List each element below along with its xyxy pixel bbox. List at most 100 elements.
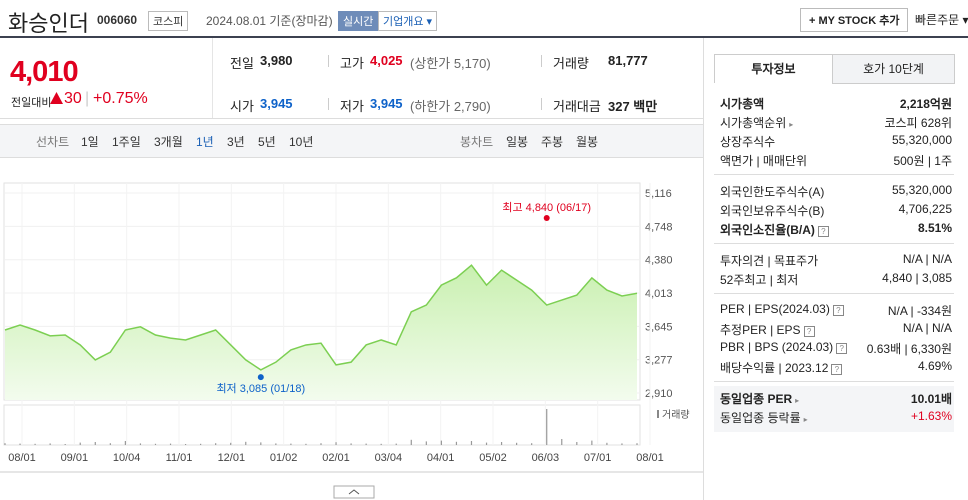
- annotation: 최저 3,085 (01/18): [216, 382, 305, 395]
- volume-bar: [94, 442, 96, 445]
- stat-value: 81,777: [608, 53, 648, 68]
- arrow-icon[interactable]: ▸: [795, 396, 800, 405]
- volume-bar: [139, 443, 142, 445]
- x-tick-label: 09/01: [61, 452, 89, 464]
- info-row: PER | EPS(2024.03)? N/A | -334원: [720, 302, 952, 321]
- y-tick-label: 5,116: [645, 188, 672, 200]
- help-icon[interactable]: ?: [836, 343, 848, 354]
- info-value: 2,218억원: [899, 97, 952, 111]
- chart-tabs: [0, 124, 703, 158]
- stat-note: (상한가 5,170): [410, 56, 491, 71]
- candle-tab[interactable]: 주봉: [541, 135, 564, 149]
- volume-bar: [154, 443, 157, 445]
- volume-bar: [561, 439, 563, 445]
- period-tab[interactable]: 3개월: [154, 135, 183, 149]
- info-label: PER | EPS(2024.03): [720, 302, 830, 316]
- divider: [212, 38, 213, 118]
- volume-bar: [485, 442, 488, 445]
- stat-label: 거래량: [553, 56, 589, 71]
- info-value: N/A | N/A: [902, 252, 952, 266]
- stat-label: 고가: [340, 56, 364, 71]
- volume-bar: [470, 441, 473, 445]
- arrow-icon[interactable]: ▸: [803, 415, 808, 424]
- annotation-dot: [257, 374, 264, 381]
- info-value: 55,320,000: [891, 133, 952, 147]
- period-tab[interactable]: 1일: [81, 135, 99, 149]
- arrow-icon[interactable]: ▸: [789, 120, 794, 129]
- volume-bar: [636, 443, 638, 445]
- help-icon[interactable]: ?: [831, 364, 843, 375]
- info-divider: [714, 243, 954, 244]
- volume-bar: [305, 443, 307, 445]
- period-tab[interactable]: 1주일: [112, 135, 141, 149]
- info-row: 외국인소진율(B/A)? 8.51%: [720, 221, 952, 240]
- volume-bar: [365, 443, 367, 445]
- help-icon[interactable]: ?: [832, 305, 844, 316]
- stat-value: 3,980: [260, 53, 293, 68]
- overview-button[interactable]: 기업개요 ▾: [378, 11, 438, 31]
- candle-tab[interactable]: 일봉: [506, 135, 529, 149]
- info-value: 4.69%: [917, 359, 952, 373]
- info-label: 외국인보유주식수(B): [720, 204, 825, 218]
- help-icon[interactable]: ?: [817, 226, 829, 237]
- chart: 5,116 4,748 4,380 4,013 3,645 3,277 2,910 08/01…: [0, 182, 703, 499]
- period-tab[interactable]: 10년: [289, 135, 314, 149]
- info-value: 4,840 | 3,085: [882, 271, 952, 285]
- volume-bar: [350, 443, 352, 445]
- info-label: 동일업종 등락률: [720, 411, 801, 425]
- info-row: 투자의견 | 목표주가 N/A | N/A: [720, 252, 952, 271]
- info-label: 액면가 | 매매단위: [720, 154, 808, 168]
- quick-order[interactable]: 빠른주문 ▾: [915, 13, 968, 27]
- stat-value: 3,945: [260, 96, 293, 111]
- info-value: 코스피 628위: [884, 116, 952, 130]
- y-tick-label: 4,748: [645, 221, 673, 233]
- y-tick-label: 2,910: [645, 388, 673, 400]
- volume-bar: [64, 444, 66, 445]
- volume-bar: [215, 443, 217, 445]
- info-row: 추정PER | EPS? N/A | N/A: [720, 321, 952, 340]
- info-row: 동일업종 PER ▸ 10.01배: [720, 390, 952, 409]
- volume-bar: [49, 443, 51, 445]
- my-stock-button[interactable]: + MY STOCK 추가: [800, 8, 909, 32]
- x-tick-label: 04/01: [427, 452, 455, 464]
- y-tick-label: 3,645: [645, 321, 673, 333]
- info-value: 55,320,000: [891, 183, 952, 197]
- info-value: 0.63배 | 6,330원: [866, 342, 952, 356]
- volume-bar: [79, 442, 81, 445]
- volume-bar: [576, 442, 578, 445]
- volume-bar: [19, 443, 21, 445]
- overview-label: 기업개요: [383, 16, 424, 28]
- volume-bar: [34, 443, 36, 445]
- stat-value: 4,025: [370, 53, 403, 68]
- x-tick-label: 12/01: [218, 452, 246, 464]
- volume-bar: [320, 443, 322, 445]
- stat-note: (하한가 2,790): [410, 99, 491, 114]
- help-icon[interactable]: ?: [803, 326, 815, 337]
- x-tick-label: 11/01: [166, 452, 193, 464]
- info-tab[interactable]: 호가 10단계: [832, 54, 955, 84]
- period-tab[interactable]: 1년: [196, 135, 214, 149]
- volume-label: 거래량: [662, 409, 690, 421]
- up-icon: [50, 92, 63, 104]
- info-row: PBR | BPS (2024.03)? 0.63배 | 6,330원: [720, 340, 952, 359]
- info-row: 동일업종 등락률 ▸ +1.63%: [720, 409, 952, 428]
- collapse-button[interactable]: [333, 485, 375, 499]
- stock-code: 006060: [97, 13, 138, 27]
- volume-bar: [260, 442, 262, 445]
- change-label: 전일대비: [11, 97, 52, 109]
- candle-tab[interactable]: 월봉: [576, 135, 599, 149]
- volume-bar: [425, 441, 427, 445]
- y-tick-label: 4,013: [645, 288, 673, 300]
- stat-label: 전일: [230, 56, 254, 71]
- info-label: 시가총액: [720, 97, 765, 111]
- info-value: 10.01배: [910, 392, 952, 406]
- info-footer: [714, 386, 954, 432]
- volume-bar: [335, 442, 337, 445]
- change-pct: +0.75%: [93, 90, 148, 107]
- info-label: 배당수익률 | 2023.12: [720, 361, 829, 375]
- period-tab[interactable]: 5년: [258, 135, 276, 149]
- volume-bar: [109, 443, 111, 445]
- period-tab[interactable]: 3년: [227, 135, 245, 149]
- info-tab[interactable]: 투자정보: [714, 54, 833, 83]
